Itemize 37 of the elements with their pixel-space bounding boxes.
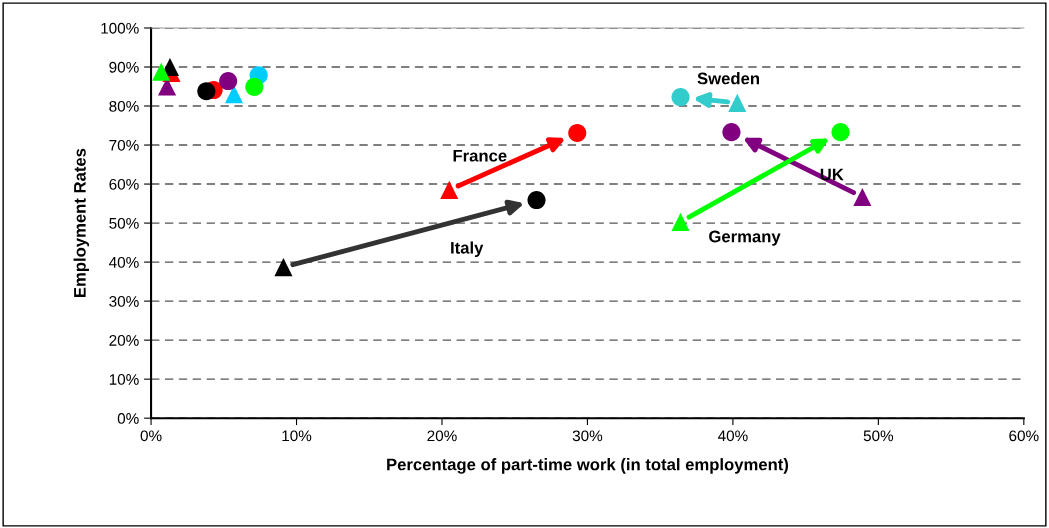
x-tick-label: 0% <box>140 430 162 442</box>
point <box>440 180 459 199</box>
point <box>197 82 216 101</box>
point <box>722 123 741 142</box>
x-tick-label: 60% <box>1009 430 1039 442</box>
y-tick-label: 20% <box>109 335 139 346</box>
x-tick-label: 20% <box>427 430 457 442</box>
y-tick-label: 60% <box>109 178 139 190</box>
annotation: UK <box>820 168 844 181</box>
point <box>671 212 690 231</box>
x-axis-title: Percentage of part-time work (in total employment) <box>387 458 789 474</box>
annotation: Sweden <box>697 72 759 85</box>
y-axis-title: Employment Rates <box>73 148 90 297</box>
point <box>527 191 546 210</box>
annotation: Italy <box>451 241 484 257</box>
x-tick-label: 40% <box>717 430 748 442</box>
point <box>853 187 872 206</box>
y-tick-label: 50% <box>109 217 139 229</box>
x-tick-label: 30% <box>572 430 603 442</box>
y-tick-label: 10% <box>109 374 139 385</box>
point <box>219 72 238 91</box>
point <box>274 258 293 277</box>
annotation: Germany <box>709 230 781 246</box>
point <box>245 77 264 96</box>
x-tick-label: 50% <box>863 430 894 442</box>
annotation: France <box>453 149 507 162</box>
y-tick-label: 40% <box>109 256 139 268</box>
point <box>568 123 587 142</box>
y-tick-label: 30% <box>109 295 139 307</box>
y-tick-label: 90% <box>109 61 139 73</box>
point <box>831 123 850 142</box>
y-tick-label: 100% <box>101 22 139 34</box>
x-tick-label: 10% <box>282 430 312 442</box>
y-tick-label: 0% <box>117 413 139 424</box>
point <box>152 62 171 81</box>
y-tick-label: 70% <box>109 139 139 151</box>
y-tick-label: 80% <box>109 100 139 112</box>
